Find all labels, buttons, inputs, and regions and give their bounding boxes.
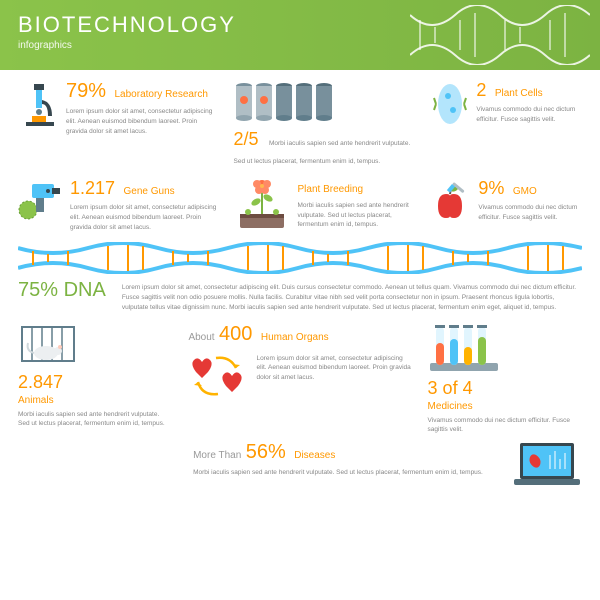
gmo-value: 9% bbox=[478, 178, 504, 198]
medicines-desc: Vivamus commodo dui nec dictum efficitur… bbox=[428, 416, 582, 436]
cell-icon bbox=[432, 80, 468, 128]
header: BIOTECHNOLOGY infographics bbox=[0, 0, 600, 70]
gene-gun-icon bbox=[18, 178, 62, 222]
dna-icon bbox=[410, 5, 590, 65]
gmo-label: GMO bbox=[513, 186, 537, 197]
mouse-cage-icon bbox=[18, 323, 78, 367]
breeding-desc: Morbi iaculis sapien sed ante hendrerit … bbox=[298, 201, 417, 230]
row-1: 79% Laboratory Research Lorem ipsum dolo… bbox=[18, 80, 582, 168]
animals-label: Animals bbox=[18, 395, 172, 406]
gmo-apple-icon bbox=[432, 178, 470, 222]
organs-desc: Lorem ipsum dolor sit amet, consectetur … bbox=[256, 354, 411, 402]
lab-value: 79% bbox=[66, 80, 106, 102]
cylinders-icon bbox=[234, 80, 334, 124]
gene-label: Gene Guns bbox=[124, 186, 175, 197]
laptop-icon bbox=[512, 441, 582, 489]
cylinders-value: 2/5 bbox=[234, 129, 259, 149]
animals-desc: Morbi iaculis sapien sed ante hendrerit … bbox=[18, 410, 172, 430]
diseases-label: Diseases bbox=[294, 450, 335, 461]
lab-label: Laboratory Research bbox=[115, 89, 208, 100]
cylinders-desc: Morbi iaculis sapien sed ante hendrerit … bbox=[234, 140, 411, 165]
gmo-desc: Vivamus commodo dui nec dictum efficitur… bbox=[478, 203, 582, 223]
cells-label: Plant Cells bbox=[495, 88, 543, 99]
gene-value: 1.217 bbox=[70, 178, 115, 198]
diseases-value: 56% bbox=[246, 441, 286, 463]
medicines-value: 3 of 4 bbox=[428, 378, 473, 398]
lab-desc: Lorem ipsum dolor sit amet, consectetur … bbox=[66, 107, 218, 136]
organs-label: Human Organs bbox=[261, 332, 329, 343]
medicines-label: Medicines bbox=[428, 401, 582, 412]
organs-value: 400 bbox=[219, 323, 252, 345]
diseases-prefix: More Than bbox=[193, 450, 241, 461]
row-4: More Than 56% Diseases Morbi iaculis sap… bbox=[18, 441, 582, 489]
organs-prefix: About bbox=[188, 332, 214, 343]
content: 79% Laboratory Research Lorem ipsum dolo… bbox=[0, 70, 600, 509]
microscope-icon bbox=[18, 80, 58, 128]
gene-desc: Lorem ipsum dolor sit amet, consectetur … bbox=[70, 203, 218, 232]
row-2: 1.217 Gene Guns Lorem ipsum dolor sit am… bbox=[18, 178, 582, 232]
plant-icon bbox=[234, 178, 290, 230]
cells-desc: Vivamus commodo dui nec dictum efficitur… bbox=[476, 105, 582, 125]
diseases-desc: Morbi iaculis sapien sed ante hendrerit … bbox=[193, 468, 504, 478]
breeding-label: Plant Breeding bbox=[298, 184, 364, 195]
dna-desc: Lorem ipsum dolor sit amet, consectetur … bbox=[122, 283, 582, 312]
dna-info: 75% DNA Lorem ipsum dolor sit amet, cons… bbox=[18, 279, 582, 312]
dna-separator bbox=[18, 242, 582, 274]
test-tubes-icon bbox=[428, 323, 500, 373]
cells-value: 2 bbox=[476, 80, 486, 100]
hearts-cycle-icon bbox=[188, 350, 248, 402]
animals-value: 2.847 bbox=[18, 372, 63, 392]
row-3: 2.847 Animals Morbi iaculis sapien sed a… bbox=[18, 323, 582, 436]
dna-stat: 75% DNA bbox=[18, 279, 106, 312]
